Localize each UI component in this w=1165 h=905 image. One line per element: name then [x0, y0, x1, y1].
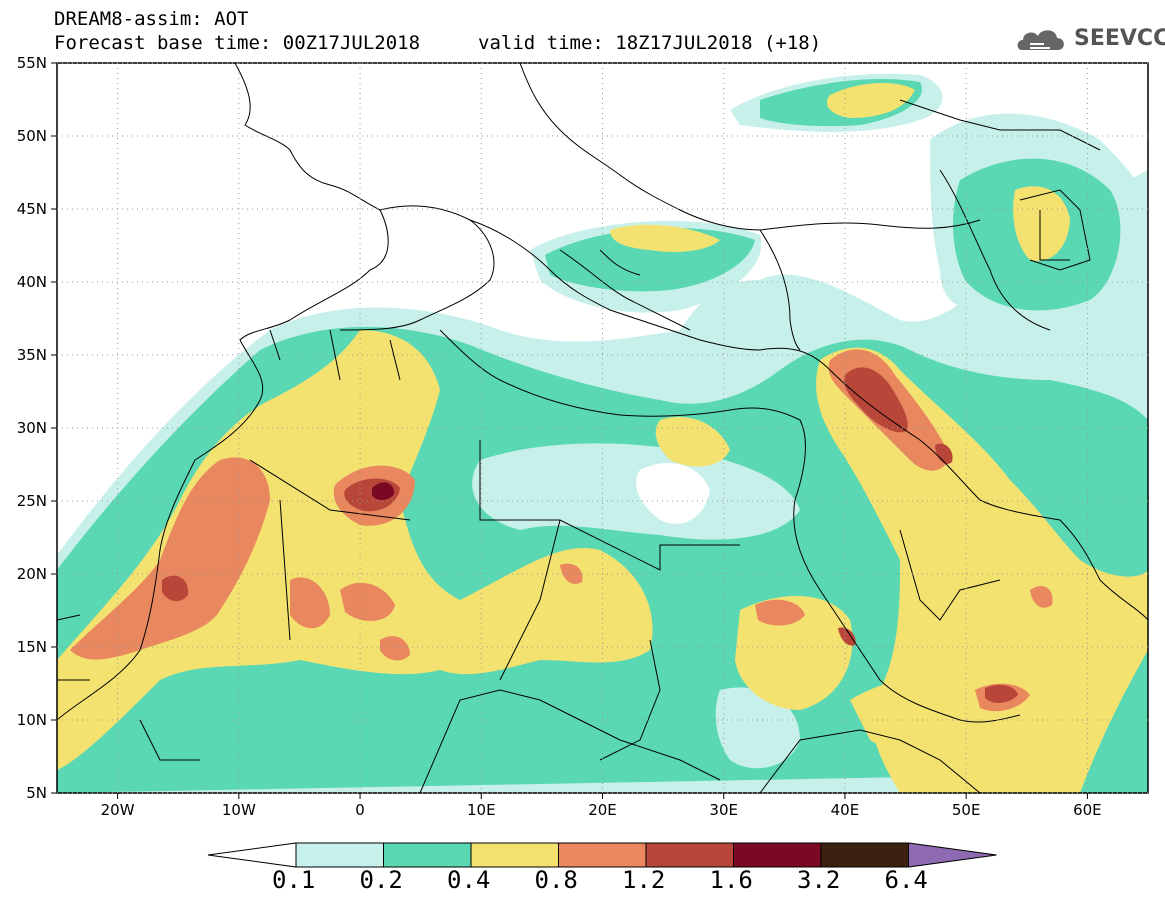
aot-band-0.4-libya	[655, 416, 730, 467]
aot-low-patch-libya	[472, 443, 800, 540]
lat-label: 50N	[17, 127, 47, 145]
colorbar-level-label: 0.1	[272, 866, 316, 894]
lat-label: 25N	[17, 492, 47, 510]
colorbar-swatch	[645, 842, 734, 868]
aot-contours	[57, 73, 1148, 793]
lon-label: 10E	[467, 801, 496, 819]
aot-band-1.2-gulf	[935, 443, 953, 465]
lat-label: 35N	[17, 346, 47, 364]
colorbar-level-label: 1.2	[622, 866, 666, 894]
aot-band-1.2-iraq	[844, 367, 908, 433]
aot-band-0.4-eastafrica	[735, 596, 853, 710]
colorbar-swatch	[295, 842, 384, 868]
colorbar-level-label: 0.8	[534, 866, 578, 894]
logo-text: SEEVCCC	[1074, 26, 1165, 51]
coastlines	[57, 63, 1148, 793]
colorbar-swatch	[470, 842, 559, 868]
lat-label: 15N	[17, 638, 47, 656]
lon-label: 30E	[709, 801, 738, 819]
aot-low-patch-sahel	[715, 687, 800, 769]
aot-band-1.2-yemen	[985, 684, 1018, 703]
colorbar-swatch	[733, 842, 822, 868]
lon-label: 20E	[588, 801, 617, 819]
valid-time: valid time: 18Z17JUL2018 (+18)	[478, 32, 822, 54]
aot-band-0.8-mauritania	[70, 457, 270, 660]
colorbar	[207, 842, 997, 868]
aot-band-0.8-oman	[1030, 585, 1053, 608]
colorbar-swatch	[820, 842, 909, 868]
aot-band-0.8-niger	[340, 582, 395, 622]
aot-band-1.2-eritrea	[838, 627, 856, 646]
lat-label: 45N	[17, 200, 47, 218]
aot-band-0.4-horn	[850, 676, 1019, 770]
lat-label: 5N	[26, 784, 47, 802]
longitude-labels: 20W 10W 0 10E 20E 30E 40E 50E 60E	[101, 793, 1102, 819]
lat-label: 30N	[17, 419, 47, 437]
colorbar-level-label: 6.4	[884, 866, 928, 894]
lon-label: 50E	[952, 801, 981, 819]
colorbar-arrow-high	[908, 842, 997, 868]
lat-label: 55N	[17, 54, 47, 72]
aot-band-0.4-russia	[826, 83, 915, 118]
forecast-base-time: Forecast base time: 00Z17JUL2018	[54, 32, 421, 54]
colorbar-level-label: 0.4	[447, 866, 491, 894]
lat-label: 40N	[17, 273, 47, 291]
colorbar-level-label: 3.2	[797, 866, 841, 894]
aot-low-patch-egypt	[636, 462, 710, 524]
aot-band-0.4-caspian	[1013, 186, 1070, 261]
colorbar-swatch	[383, 842, 472, 868]
colorbar-arrow-low	[207, 842, 297, 868]
lon-label: 0	[355, 801, 365, 819]
lon-label: 60E	[1073, 801, 1102, 819]
aot-band-0.8-sudan2	[560, 563, 583, 585]
aot-band-1.6-algeria	[372, 482, 395, 501]
lon-label: 10W	[222, 801, 256, 819]
aot-band-0.8-mali	[290, 577, 330, 629]
aot-band-1.2-mauritania	[162, 575, 189, 602]
colorbar-level-label: 1.6	[709, 866, 753, 894]
aot-band-0.4-westafrica	[57, 330, 653, 770]
colorbar-level-label: 0.2	[359, 866, 403, 894]
lon-label: 40E	[831, 801, 860, 819]
map-title: DREAM8-assim: AOT	[54, 8, 249, 30]
lat-label: 20N	[17, 565, 47, 583]
colorbar-swatch	[558, 842, 647, 868]
cloud-icon	[1017, 30, 1064, 50]
latitude-labels: 55N 50N 45N 40N 35N 30N 25N 20N 15N 10N 5N	[17, 54, 57, 802]
aot-band-0.8-chad	[380, 635, 410, 661]
aot-band-0.8-sudan	[755, 599, 805, 626]
aot-band-0.4-balkans	[610, 224, 720, 252]
lon-label: 20W	[101, 801, 135, 819]
lat-label: 10N	[17, 711, 47, 729]
